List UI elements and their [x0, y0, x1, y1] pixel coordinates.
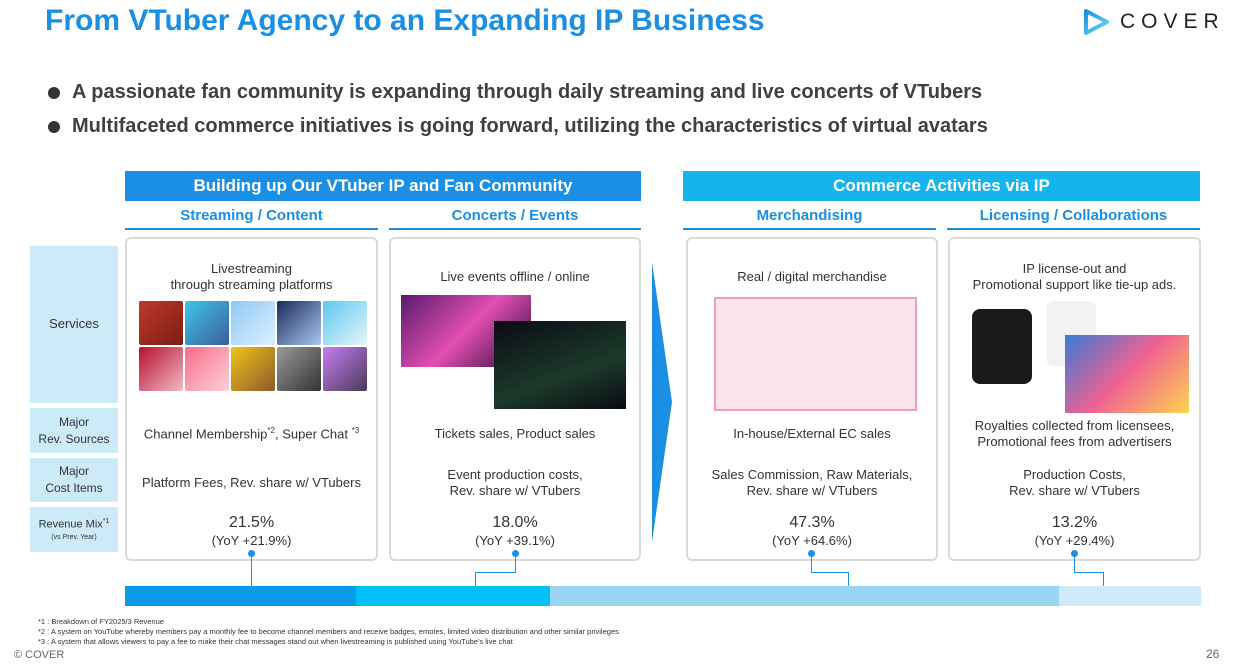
- card-streaming: Livestreaming through streaming platform…: [125, 237, 378, 561]
- bullet-2: Multifaceted commerce initiatives is goi…: [48, 115, 988, 138]
- connector: [1074, 554, 1075, 573]
- yoy: (YoY +39.1%): [475, 533, 555, 548]
- section-header-commerce: Commerce Activities via IP: [683, 171, 1200, 201]
- col-header-merch: Merchandising: [683, 204, 936, 230]
- mix-segment: [356, 586, 550, 606]
- yoy: (YoY +21.9%): [211, 533, 292, 548]
- revenue-pct: 13.2%: [1051, 514, 1098, 531]
- yoy: (YoY +29.4%): [1034, 533, 1115, 548]
- footnote-3: *3 : A system that allows viewers to pay…: [38, 637, 513, 646]
- vtuber-thumbnails: [139, 301, 367, 391]
- connector: [515, 554, 516, 573]
- arrow-right-icon: [652, 262, 672, 542]
- col-header-concerts: Concerts / Events: [389, 204, 641, 230]
- connector-dot: [808, 550, 815, 557]
- mix-segment: [550, 586, 1059, 606]
- footnote-1: *1 : Breakdown of FY2025/3 Revenue: [38, 617, 164, 626]
- rev-sources: In-house/External EC sales: [733, 426, 891, 441]
- connector-dot: [248, 550, 255, 557]
- footnote-2: *2 : A system on YouTube whereby members…: [38, 627, 619, 636]
- rev-sources-2: Promotional fees from advertisers: [977, 434, 1172, 449]
- row-label-rev-sources: Major Rev. Sources: [30, 408, 118, 453]
- revenue-mix-bar: [125, 586, 1201, 606]
- collab-ad-image: [1065, 335, 1189, 413]
- cost-items: Sales Commission, Raw Materials,: [711, 467, 913, 482]
- concert-crowd-image: [494, 321, 626, 409]
- bullet-1: A passionate fan community is expanding …: [48, 81, 982, 104]
- rev-sources: Channel Membership*2, Super Chat *3: [143, 426, 360, 442]
- connector-dot: [512, 550, 519, 557]
- rev-sources: Tickets sales, Product sales: [434, 426, 596, 441]
- logo-text: COVER: [1120, 10, 1225, 33]
- play-logo-icon: [1084, 9, 1109, 35]
- merch-image: [714, 297, 917, 411]
- mix-segment: [1058, 586, 1201, 606]
- section-header-ip: Building up Our VTuber IP and Fan Commun…: [125, 171, 641, 201]
- page-title: From VTuber Agency to an Expanding IP Bu…: [45, 4, 765, 37]
- row-label-services: Services: [30, 246, 118, 403]
- connector: [811, 554, 812, 573]
- mix-segment: [125, 586, 357, 606]
- connector: [251, 554, 252, 586]
- copyright: © COVER: [14, 649, 65, 661]
- cost-items: Platform Fees, Rev. share w/ VTubers: [142, 475, 361, 490]
- rev-sources: Royalties collected from licensees,: [974, 418, 1175, 433]
- hoodie-image: [972, 309, 1032, 384]
- cover-logo: COVER: [1082, 8, 1225, 36]
- yoy: (YoY +64.6%): [772, 533, 852, 548]
- row-label-revenue-mix: Revenue Mix*1 (vs Prev. Year): [30, 507, 118, 552]
- card-merch: Real / digital merchandise In-house/Exte…: [686, 237, 938, 561]
- page-number: 26: [1206, 647, 1220, 661]
- cost-items-2: Rev. share w/ VTubers: [449, 483, 581, 498]
- revenue-pct: 18.0%: [492, 514, 538, 531]
- col-header-licensing: Licensing / Collaborations: [947, 204, 1200, 230]
- connector-dot: [1071, 550, 1078, 557]
- card-licensing: IP license-out and Promotional support l…: [948, 237, 1201, 561]
- row-label-cost-items: Major Cost Items: [30, 458, 118, 502]
- cost-items-2: Rev. share w/ VTubers: [1009, 483, 1140, 498]
- cost-items: Production Costs,: [1023, 467, 1126, 482]
- card-concerts: Live events offline / online Tickets sal…: [389, 237, 641, 561]
- revenue-pct: 47.3%: [789, 514, 835, 531]
- cost-items-2: Rev. share w/ VTubers: [746, 483, 878, 498]
- cost-items: Event production costs,: [447, 467, 583, 482]
- col-header-streaming: Streaming / Content: [125, 204, 378, 230]
- revenue-pct: 21.5%: [228, 514, 275, 531]
